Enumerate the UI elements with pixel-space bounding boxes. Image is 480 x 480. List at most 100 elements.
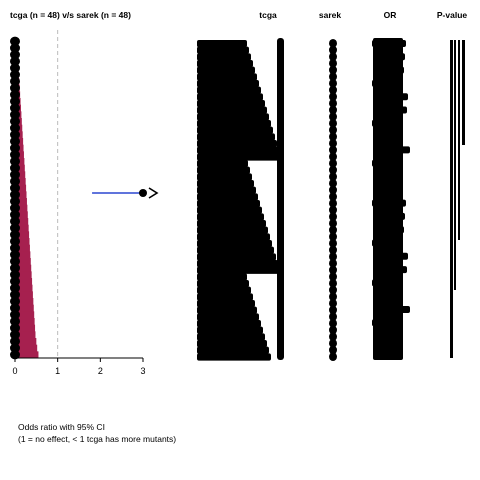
row-marker — [10, 90, 20, 100]
row-marker — [10, 350, 20, 360]
pvalue-line — [458, 40, 460, 240]
sarek-count-overlap — [329, 252, 337, 261]
odds-ratio-bar — [15, 238, 30, 246]
sarek-count-overlap — [329, 279, 337, 288]
row-marker — [10, 56, 20, 66]
row-marker — [10, 343, 20, 353]
highlight-ci — [92, 187, 159, 199]
odds-ratio-bar — [15, 351, 39, 359]
odds-ratio-bar — [15, 284, 33, 292]
sarek-count-overlap — [329, 285, 337, 295]
sarek-count-overlap — [329, 219, 337, 228]
mutation-table-overlap — [197, 38, 465, 361]
sarek-count-overlap — [329, 245, 337, 255]
or-value-overlap — [372, 279, 400, 287]
gene-name-overlap — [197, 320, 261, 328]
odds-ratio-bar — [15, 298, 34, 306]
gene-name-overlap — [197, 73, 257, 81]
gene-name-overlap — [197, 193, 258, 201]
sarek-count-overlap — [329, 139, 337, 148]
sarek-count-overlap — [329, 259, 337, 268]
row-marker — [10, 156, 20, 166]
sarek-count-overlap — [329, 45, 337, 55]
gene-name-overlap — [197, 206, 262, 214]
gene-name-overlap — [197, 313, 259, 321]
row-marker — [10, 256, 20, 267]
or-value-overlap — [374, 53, 405, 61]
gene-name-overlap — [197, 226, 268, 234]
or-value-overlap — [374, 292, 399, 300]
column-header-pvalue: P-value — [436, 10, 468, 20]
odds-ratio-bar — [15, 344, 38, 352]
sarek-count-overlap — [329, 312, 337, 321]
sarek-count-overlap — [329, 319, 337, 328]
row-marker — [10, 290, 20, 300]
row-marker — [10, 143, 20, 153]
x-axis-tick-label: 1 — [55, 366, 60, 376]
sarek-count-overlap — [329, 145, 337, 155]
gene-name-overlap — [197, 126, 273, 134]
odds-ratio-bar — [15, 251, 31, 259]
odds-ratio-bar — [15, 244, 30, 252]
or-value-overlap — [374, 332, 402, 340]
gene-name-overlap — [197, 286, 251, 294]
gene-name-overlap — [197, 86, 261, 94]
gene-name-overlap — [197, 93, 263, 101]
row-marker — [10, 303, 20, 313]
or-value-overlap — [376, 146, 410, 154]
row-marker — [10, 190, 20, 200]
row-marker — [10, 96, 20, 107]
gene-name-overlap — [197, 353, 271, 361]
odds-ratio-bar — [15, 304, 34, 312]
sarek-count-overlap — [329, 105, 337, 115]
gene-name-overlap — [197, 40, 247, 48]
row-marker — [10, 116, 20, 127]
sarek-count-overlap — [329, 225, 337, 235]
sarek-count-overlap — [329, 65, 337, 75]
row-marker — [10, 276, 20, 287]
sarek-count-overlap — [329, 192, 337, 202]
row-marker — [10, 336, 20, 347]
gene-name-overlap — [197, 273, 247, 281]
row-marker — [10, 296, 20, 307]
gene-name-overlap — [197, 300, 255, 308]
x-axis-tick-label: 0 — [12, 366, 17, 376]
or-value-overlap — [376, 306, 410, 313]
pvalue-line — [462, 40, 465, 145]
gene-name-overlap — [197, 253, 276, 261]
odds-ratio-bar — [15, 291, 33, 299]
or-value-overlap — [376, 186, 401, 194]
row-marker — [10, 136, 20, 146]
sarek-count-overlap — [329, 299, 337, 308]
odds-ratio-bar — [15, 271, 32, 279]
row-marker — [10, 130, 20, 140]
gene-name-overlap — [197, 53, 251, 61]
or-value-overlap — [376, 345, 401, 353]
gene-name-overlap — [197, 266, 280, 274]
tcga-count-overlap — [277, 38, 284, 360]
ci-truncation-arrow — [148, 187, 159, 199]
sarek-count-overlap — [329, 92, 337, 101]
row-marker — [10, 43, 20, 53]
or-value-overlap — [374, 173, 402, 180]
gene-name-overlap — [197, 186, 256, 194]
row-marker — [10, 316, 20, 327]
sarek-count-overlap — [329, 332, 337, 341]
gene-name-overlap — [197, 340, 267, 348]
row-marker — [10, 183, 20, 193]
gene-name-overlap — [197, 113, 269, 121]
row-marker — [10, 163, 20, 173]
row-marker — [10, 50, 20, 60]
or-value-overlap — [376, 66, 404, 74]
row-marker — [10, 36, 20, 46]
row-marker — [10, 83, 20, 93]
gene-name-overlap — [197, 80, 259, 88]
sarek-count-overlap — [329, 79, 337, 88]
gene-name-overlap — [197, 60, 253, 68]
or-value-overlap — [372, 239, 397, 247]
sarek-count-overlap — [329, 292, 337, 301]
row-marker — [10, 176, 20, 186]
gene-name-overlap — [197, 240, 272, 248]
footnote-line-1: Odds ratio with 95% CI — [18, 422, 105, 432]
